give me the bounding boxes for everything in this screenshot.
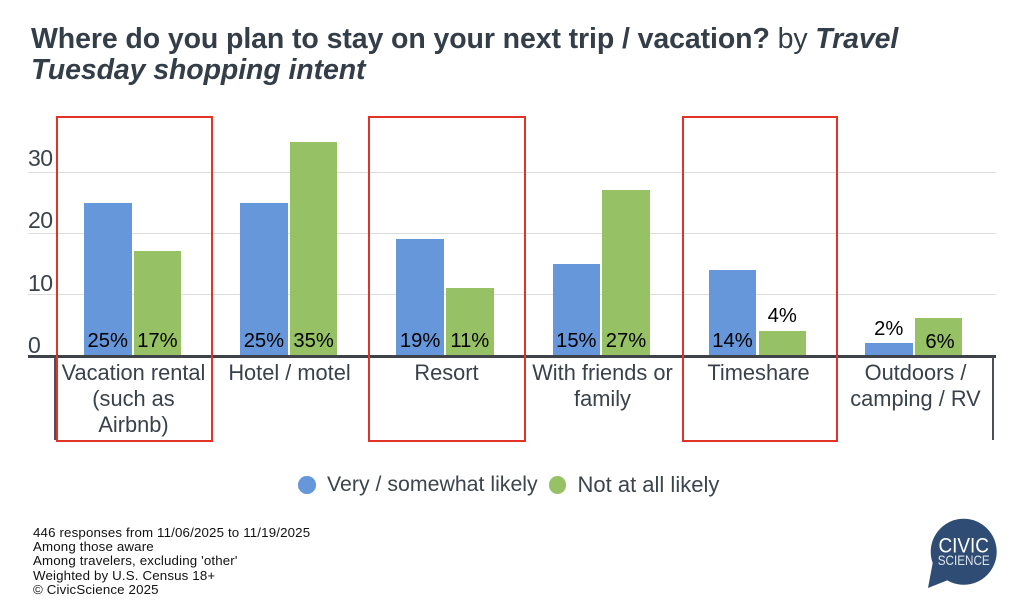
svg-text:SCIENCE: SCIENCE <box>938 552 990 568</box>
svg-text:CIVIC: CIVIC <box>938 535 989 558</box>
